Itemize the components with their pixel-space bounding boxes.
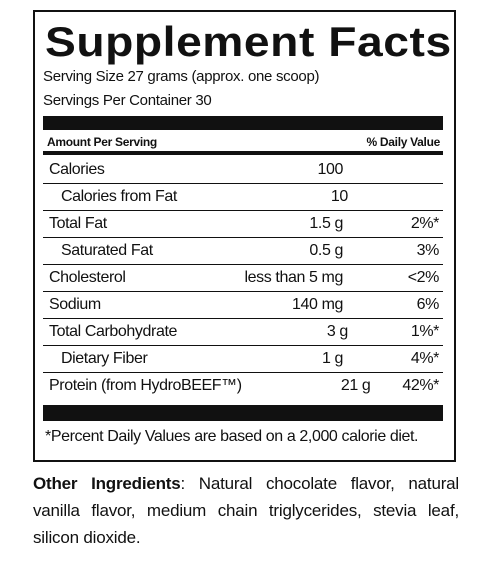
nutrient-name: Dietary Fiber (61, 350, 148, 367)
header-amount: Amount Per Serving (47, 135, 157, 149)
footnote: *Percent Daily Values are based on a 2,0… (45, 428, 419, 445)
nutrient-amount: 3 g (326, 323, 348, 340)
title: Supplement Facts (45, 18, 452, 65)
serving-size: Serving Size 27 grams (approx. one scoop… (43, 68, 320, 85)
nutrient-name: Calories from Fat (61, 188, 177, 205)
nutrient-dv: <2% (407, 269, 440, 286)
nutrient-row: Total Fat 1.5 g 2%* (43, 211, 443, 238)
nutrient-dv: 2%* (410, 215, 440, 232)
nutrient-name: Saturated Fat (61, 242, 153, 259)
nutrient-row: Calories from Fat 10 (43, 184, 443, 211)
nutrient-amount: 1.5 g (309, 215, 343, 232)
nutrient-rows: Calories 100 Calories from Fat 10 Total Fat 1… (43, 157, 443, 399)
nutrient-dv: 4%* (410, 350, 440, 367)
servings-per-container: Servings Per Container 30 (43, 92, 212, 109)
other-ingredients-label: Other Ingredients (33, 474, 181, 493)
nutrient-row: Dietary Fiber 1 g 4%* (43, 346, 443, 373)
nutrient-dv: 6% (416, 296, 440, 313)
divider (43, 405, 443, 421)
divider (43, 151, 443, 155)
nutrient-amount: 10 (330, 188, 348, 205)
header-dv: % Daily Value (366, 135, 441, 149)
nutrient-dv: 42%* (402, 377, 439, 394)
nutrient-row: Saturated Fat 0.5 g 3% (43, 238, 443, 265)
nutrient-row: Cholesterol less than 5 mg <2% (43, 265, 443, 292)
other-ingredients: Other Ingredients: Natural chocolate fla… (33, 470, 459, 551)
nutrient-name: Total Fat (49, 215, 107, 232)
nutrient-name: Sodium (49, 296, 101, 313)
nutrient-amount: 0.5 g (309, 242, 343, 259)
facts-panel: Supplement Facts Serving Size 27 grams (… (33, 10, 456, 462)
nutrient-amount: 100 (317, 161, 344, 178)
other-ingredients-text: : Natural chocolate flavor, natural vani… (33, 474, 459, 547)
divider (43, 116, 443, 130)
nutrient-row: Sodium 140 mg 6% (43, 292, 443, 319)
nutrient-row: Calories 100 (43, 157, 443, 184)
nutrient-name: Protein (from HydroBEEF™) (49, 377, 242, 394)
nutrient-dv: 3% (416, 242, 440, 259)
nutrient-row: Total Carbohydrate 3 g 1%* (43, 319, 443, 346)
nutrient-amount: 140 mg (292, 296, 343, 313)
nutrient-row: Protein (from HydroBEEF™) 21 g 42%* (43, 373, 443, 399)
nutrient-amount: less than 5 mg (244, 269, 344, 286)
nutrient-name: Cholesterol (49, 269, 126, 286)
nutrient-amount: 21 g (340, 377, 371, 394)
nutrient-name: Calories (49, 161, 105, 178)
table-header: Amount Per Serving % Daily Value (47, 133, 440, 151)
nutrient-amount: 1 g (321, 350, 343, 367)
nutrient-name: Total Carbohydrate (49, 323, 177, 340)
nutrient-dv: 1%* (410, 323, 440, 340)
